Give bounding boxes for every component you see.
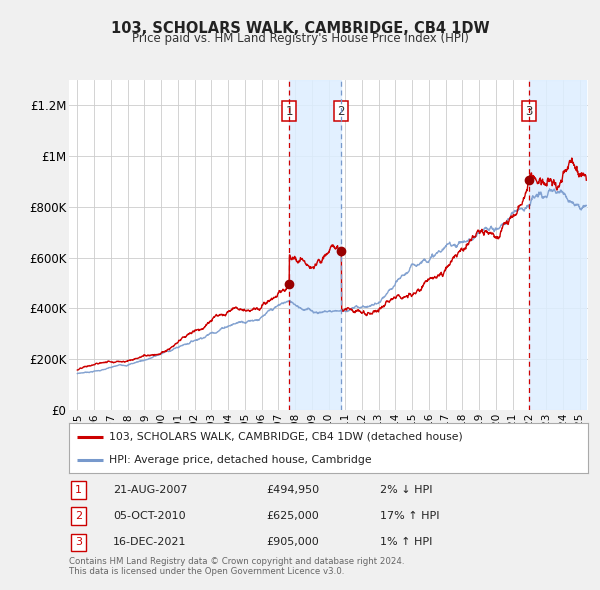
Bar	[289, 80, 341, 410]
Text: 103, SCHOLARS WALK, CAMBRIDGE, CB4 1DW (detached house): 103, SCHOLARS WALK, CAMBRIDGE, CB4 1DW (…	[109, 431, 463, 441]
Text: Contains HM Land Registry data © Crown copyright and database right 2024.
This d: Contains HM Land Registry data © Crown c…	[69, 557, 404, 576]
Text: HPI: Average price, detached house, Cambridge: HPI: Average price, detached house, Camb…	[109, 455, 372, 465]
Text: £905,000: £905,000	[266, 537, 319, 548]
Text: 1: 1	[285, 104, 293, 117]
Text: 17% ↑ HPI: 17% ↑ HPI	[380, 512, 440, 522]
Text: 21-AUG-2007: 21-AUG-2007	[113, 485, 188, 495]
Text: Price paid vs. HM Land Registry's House Price Index (HPI): Price paid vs. HM Land Registry's House …	[131, 32, 469, 45]
Text: 2% ↓ HPI: 2% ↓ HPI	[380, 485, 433, 495]
Text: 2: 2	[75, 512, 82, 522]
Text: 3: 3	[75, 537, 82, 548]
Text: 16-DEC-2021: 16-DEC-2021	[113, 537, 187, 548]
Bar	[529, 80, 586, 410]
Text: 2: 2	[337, 104, 345, 117]
Text: 05-OCT-2010: 05-OCT-2010	[113, 512, 186, 522]
Text: £625,000: £625,000	[266, 512, 319, 522]
Text: 103, SCHOLARS WALK, CAMBRIDGE, CB4 1DW: 103, SCHOLARS WALK, CAMBRIDGE, CB4 1DW	[110, 21, 490, 35]
Text: 1: 1	[75, 485, 82, 495]
Text: 1% ↑ HPI: 1% ↑ HPI	[380, 537, 433, 548]
Text: £494,950: £494,950	[266, 485, 319, 495]
Text: 3: 3	[525, 104, 532, 117]
